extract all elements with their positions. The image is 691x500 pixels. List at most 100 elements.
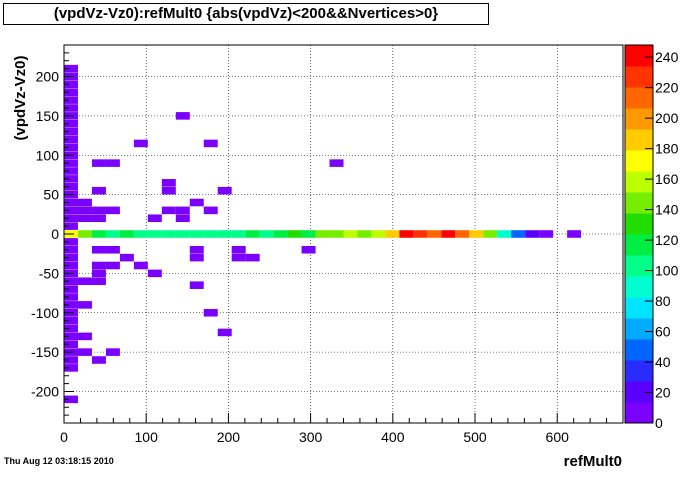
heatmap-cell <box>64 332 78 341</box>
color-scale-band <box>625 150 653 172</box>
color-scale-band <box>625 381 653 403</box>
color-scale-label: 240 <box>655 49 679 65</box>
color-scale-label: 160 <box>655 171 679 187</box>
heatmap-cell <box>413 230 428 238</box>
heatmap-cell <box>175 206 190 215</box>
heatmap-cell <box>161 206 176 215</box>
color-scale-band <box>625 87 653 109</box>
heatmap-cell <box>133 261 148 270</box>
heatmap-cell <box>64 143 78 152</box>
heatmap-cell <box>64 222 78 230</box>
heatmap-cell <box>189 230 204 238</box>
heatmap-cell <box>539 230 554 238</box>
y-tick-label: -100 <box>31 305 59 321</box>
color-scale-label: 120 <box>655 232 679 248</box>
heatmap-cell <box>189 253 204 262</box>
color-scale-band <box>625 66 653 88</box>
heatmap-cell <box>64 277 78 286</box>
y-tick-label: 150 <box>36 108 60 124</box>
heatmap-cell <box>105 348 120 356</box>
heatmap-cell <box>343 230 358 238</box>
y-tick-label: 100 <box>36 147 60 163</box>
heatmap-cell <box>231 253 246 262</box>
heatmap-cell <box>64 80 78 89</box>
plot-frame <box>63 44 624 424</box>
heatmap-cell <box>455 230 470 238</box>
color-scale-label: 60 <box>655 324 671 340</box>
heatmap-cell <box>64 214 78 223</box>
y-tick-label: -150 <box>31 344 59 360</box>
heatmap-cell <box>133 230 148 238</box>
heatmap-cell <box>189 281 204 289</box>
heatmap-cell <box>469 230 484 238</box>
heatmap-cell <box>175 112 190 120</box>
color-scale-band <box>625 171 653 193</box>
heatmap-cell <box>357 230 372 238</box>
heatmap-cell <box>64 182 78 191</box>
color-scale-band <box>625 234 653 256</box>
heatmap-cell <box>64 127 78 136</box>
heatmap-cell <box>511 230 526 238</box>
heatmap-cell <box>64 88 78 97</box>
x-tick-label: 0 <box>60 429 68 445</box>
color-scale-band <box>625 129 653 151</box>
heatmap-cell <box>105 261 120 270</box>
color-scale-band <box>625 402 653 424</box>
heatmap-cell <box>77 214 92 223</box>
heatmap-cell <box>91 230 106 238</box>
x-tick-label: 200 <box>217 429 241 445</box>
heatmap-cell <box>119 230 134 238</box>
color-scale-band <box>625 318 653 340</box>
heatmap-cell <box>399 230 414 238</box>
heatmap-cell <box>189 245 204 254</box>
color-scale-band <box>625 213 653 235</box>
color-scale-label: 20 <box>655 385 671 401</box>
heatmap-cell <box>301 245 316 254</box>
heatmap-cell <box>315 230 330 238</box>
heatmap-cell <box>77 277 92 286</box>
heatmap-cell <box>91 356 106 364</box>
heatmap-cell <box>497 230 512 238</box>
heatmap-cell <box>64 395 78 404</box>
heatmap-cell <box>217 186 232 195</box>
heatmap-cell <box>64 64 78 73</box>
color-scale-label: 180 <box>655 141 679 157</box>
heatmap-cell <box>203 206 218 215</box>
heatmap-cell <box>175 214 190 223</box>
heatmap-cell <box>64 159 78 167</box>
heatmap-cell <box>91 277 106 286</box>
heatmap-cell <box>259 230 274 238</box>
heatmap-cell <box>567 230 582 238</box>
heatmap-cell <box>64 316 78 325</box>
heatmap-cell <box>91 214 106 223</box>
heatmap-cell <box>161 230 176 238</box>
color-scale-frame <box>624 44 654 424</box>
heatmap-cell <box>245 230 260 238</box>
heatmap-cell <box>147 269 162 278</box>
heatmap-cell <box>287 230 302 238</box>
heatmap-cell <box>64 175 78 183</box>
heatmap-cell <box>91 159 106 167</box>
color-scale-label: 80 <box>655 293 671 309</box>
heatmap-cell <box>161 186 176 195</box>
heatmap-cell <box>64 261 78 270</box>
heatmap-cell <box>175 230 190 238</box>
heatmap-cell <box>161 179 176 187</box>
heatmap-cell <box>217 230 232 238</box>
color-scale-band <box>625 108 653 130</box>
color-scale-band <box>625 45 653 67</box>
heatmap-cell <box>427 230 442 238</box>
heatmap-cell <box>77 198 92 207</box>
chart-title: (vpdVz-Vz0):refMult0 {abs(vpdVz)<200&&Nv… <box>3 3 489 25</box>
heatmap-cell <box>77 348 92 356</box>
heatmap-cell <box>64 238 78 246</box>
heatmap-cell <box>91 269 106 278</box>
y-tick-label: 50 <box>43 187 59 203</box>
x-tick-label: 400 <box>381 429 405 445</box>
heatmap-cell <box>64 285 78 293</box>
heatmap-cell <box>105 206 120 215</box>
heatmap-cell <box>119 253 134 262</box>
color-scale-label: 220 <box>655 80 679 96</box>
heatmap-cell <box>231 230 246 238</box>
